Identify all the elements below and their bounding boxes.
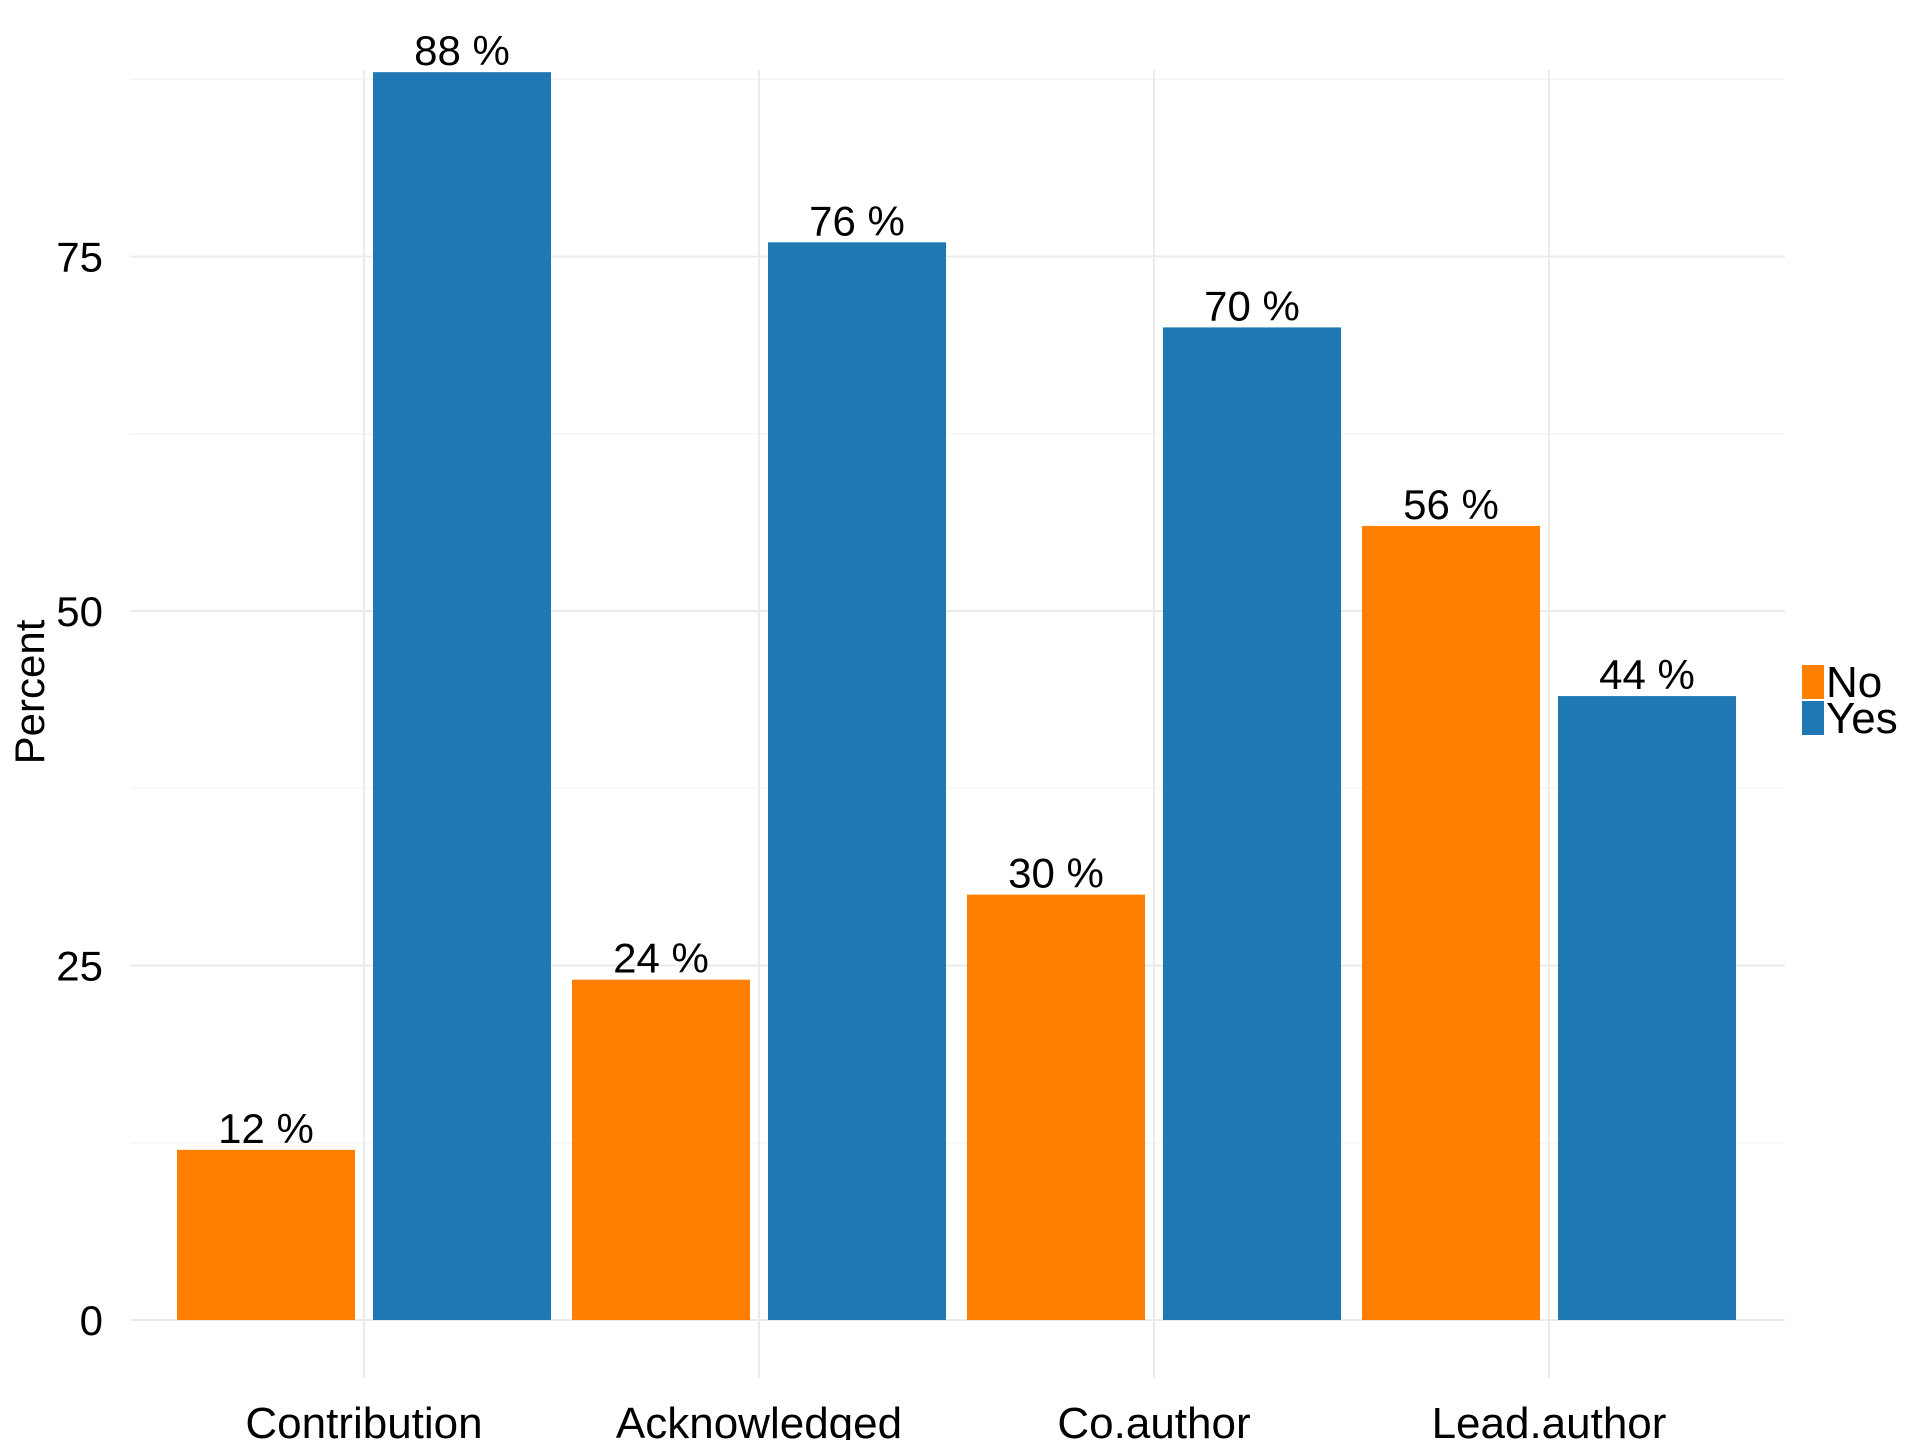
bar-no-co-author — [967, 894, 1145, 1320]
legend-swatch — [1802, 665, 1824, 699]
y-tick-label: 50 — [56, 588, 103, 635]
x-axis-ticks: Contribution Acknowledged Co.author Lead.au… — [245, 1399, 1666, 1440]
data-label: 56 % — [1403, 481, 1499, 528]
data-label: 70 % — [1204, 282, 1300, 329]
bar-no-contribution — [177, 1149, 355, 1320]
data-label: 12 % — [218, 1105, 314, 1152]
bars — [177, 72, 1736, 1320]
data-label: 76 % — [809, 197, 905, 244]
bar-yes-acknowledged — [768, 242, 946, 1320]
bar-yes-contribution — [373, 72, 551, 1320]
x-tick-label: Contribution — [245, 1399, 482, 1440]
legend-label: No — [1826, 658, 1882, 707]
y-tick-label: 0 — [80, 1297, 103, 1344]
legend-swatch — [1802, 701, 1824, 735]
bar-no-acknowledged — [572, 979, 750, 1320]
y-tick-label: 75 — [56, 234, 103, 281]
x-tick-label: Lead.author — [1432, 1399, 1667, 1440]
x-tick-label: Co.author — [1057, 1399, 1250, 1440]
y-axis-ticks: 0 25 50 75 — [56, 234, 103, 1345]
y-axis-title: Percent — [6, 619, 53, 764]
data-labels: 12 % 24 % 30 % 56 % 88 % 76 % 70 % 44 % — [218, 27, 1695, 1152]
data-label: 24 % — [613, 935, 709, 982]
data-label: 44 % — [1599, 651, 1695, 698]
legend-label: Yes — [1826, 694, 1898, 743]
data-label: 30 % — [1008, 850, 1104, 897]
bar-no-lead-author — [1362, 525, 1540, 1320]
bar-yes-lead-author — [1558, 696, 1736, 1320]
y-tick-label: 25 — [56, 943, 103, 990]
data-label: 88 % — [414, 27, 510, 74]
bar-yes-co-author — [1163, 327, 1341, 1320]
x-tick-label: Acknowledged — [616, 1399, 902, 1440]
